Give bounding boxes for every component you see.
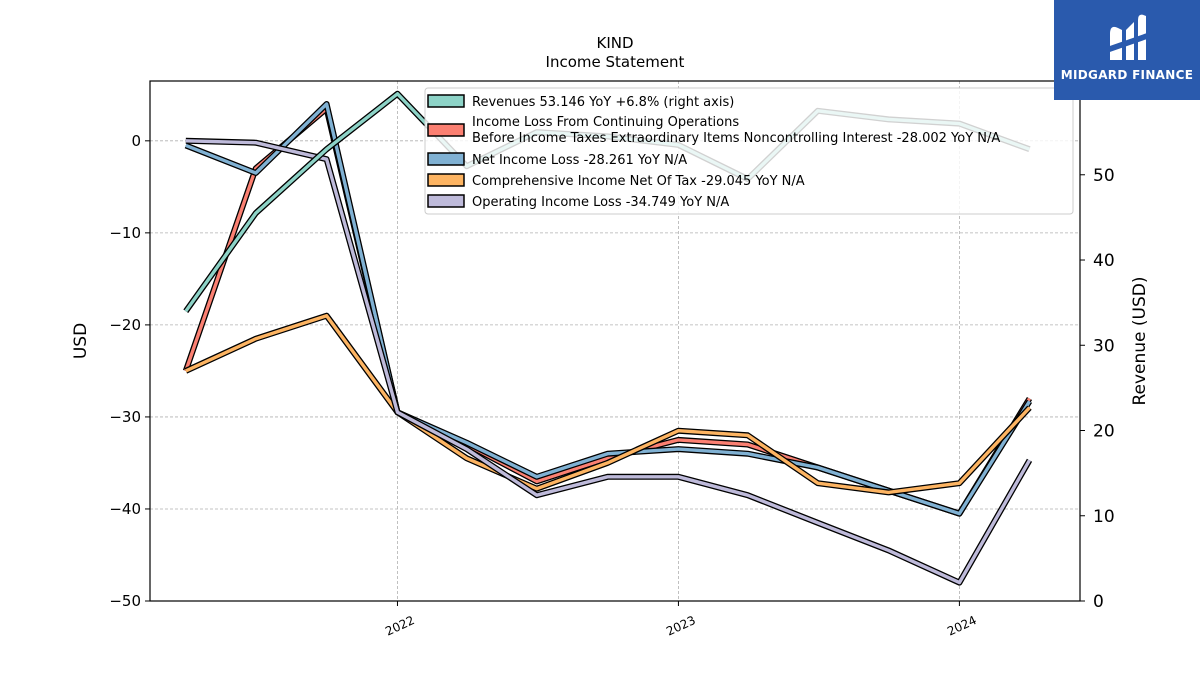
legend-label: Before Income Taxes Extraordinary Items …: [472, 131, 1000, 146]
x-tick-label: 2022: [383, 613, 417, 639]
chart-subtitle: Income Statement: [546, 53, 685, 71]
brand-logo: MIDGARD FINANCE: [1054, 0, 1200, 100]
y-tick-label: −50: [109, 592, 141, 610]
y2-tick-label: 0: [1093, 592, 1104, 612]
legend-entry-3: Comprehensive Income Net Of Tax -29.045 …: [427, 173, 805, 189]
chart-title: KIND: [596, 34, 633, 52]
legend-swatch: [427, 194, 465, 208]
legend-entry-4: Operating Income Loss -34.749 YoY N/A: [427, 194, 729, 210]
legend-label: Revenues 53.146 YoY +6.8% (right axis): [472, 95, 734, 110]
y-tick-label: −20: [109, 316, 141, 334]
y-tick-label: −40: [109, 500, 141, 518]
y-axis-label: USD: [71, 323, 91, 359]
legend-label: Net Income Loss -28.261 YoY N/A: [472, 153, 687, 168]
x-tick-label: 2023: [664, 613, 698, 639]
y-tick-label: −10: [109, 224, 141, 242]
legend-label: Operating Income Loss -34.749 YoY N/A: [472, 195, 729, 210]
legend: Revenues 53.146 YoY +6.8% (right axis) In…: [424, 87, 1074, 215]
legend-swatch: [427, 152, 465, 166]
plot-frame: [149, 80, 1081, 602]
y2-tick-label: 40: [1093, 251, 1115, 271]
legend-swatch: [427, 123, 465, 137]
y2-tick-label: 20: [1093, 422, 1115, 442]
y2-tick-label: 50: [1093, 166, 1115, 186]
series-line-3: [184, 312, 1032, 496]
legend-swatch: [427, 173, 465, 187]
y2-tick-label: 10: [1093, 507, 1115, 527]
y-tick-label: −30: [109, 408, 141, 426]
series-stroke: [185, 314, 1031, 495]
legend-label: Income Loss From Continuing Operations: [472, 115, 739, 130]
legend-box: [424, 87, 1074, 215]
series-stroke: [185, 139, 1031, 585]
y2-axis-label: Revenue (USD): [1130, 276, 1150, 405]
legend-entry-0: Revenues 53.146 YoY +6.8% (right axis): [427, 94, 734, 110]
series-outline: [184, 312, 1032, 496]
brand-mark-icon: [1104, 14, 1150, 61]
legend-entry-2: Net Income Loss -28.261 YoY N/A: [427, 152, 687, 168]
x-tick-label: 2024: [945, 613, 979, 639]
legend-swatch: [427, 94, 465, 108]
series-line-4: [185, 137, 1033, 586]
y-tick-label: 0: [131, 132, 141, 150]
y2-tick-label: 30: [1093, 336, 1115, 356]
legend-entry-1: Income Loss From Continuing OperationsBe…: [427, 115, 1000, 146]
legend-label: Comprehensive Income Net Of Tax -29.045 …: [472, 174, 805, 189]
brand-name: MIDGARD FINANCE: [1060, 68, 1194, 82]
